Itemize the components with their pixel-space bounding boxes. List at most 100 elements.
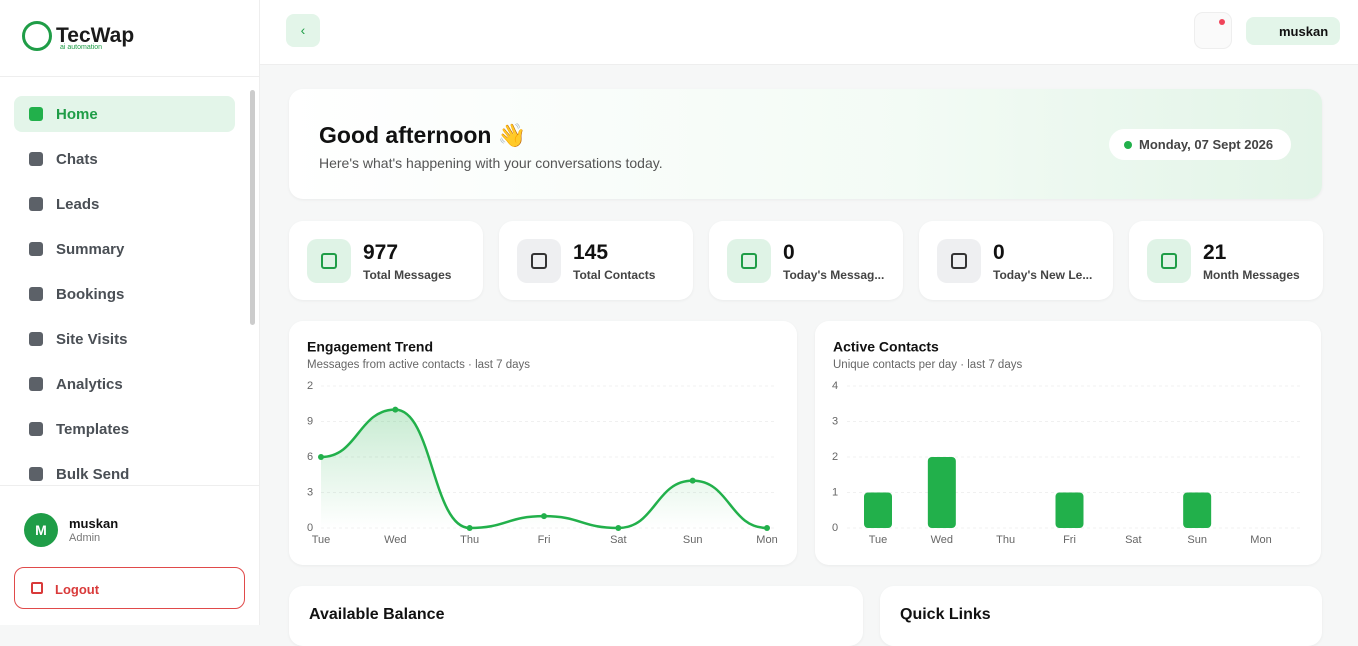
nav-item[interactable]: Summary [14, 231, 235, 267]
avatar: M [24, 513, 58, 547]
x-tick-label: Fri [538, 534, 551, 546]
divider [0, 485, 260, 486]
user-role: Admin [69, 532, 101, 544]
area [321, 409, 767, 528]
logout-button[interactable]: Logout [14, 567, 245, 609]
card-title: Available Balance [309, 606, 445, 623]
user-menu[interactable]: muskan [1246, 17, 1340, 45]
x-tick-label: Thu [460, 534, 479, 546]
y-tick-label: 0 [307, 522, 313, 534]
stat-value: 21 [1203, 241, 1227, 264]
x-tick-label: Tue [869, 534, 888, 546]
date-pill: Monday, 07 Sept 2026 [1109, 129, 1291, 160]
stat-label: Total Messages [363, 268, 452, 282]
x-tick-label: Sun [1187, 534, 1207, 546]
chart-title: Engagement Trend [307, 339, 433, 355]
notification-button[interactable] [1194, 12, 1232, 49]
scrollbar [250, 90, 255, 325]
x-tick-label: Sun [683, 534, 703, 546]
greeting-banner: Good afternoon 👋 Here's what's happening… [289, 89, 1322, 199]
nav-item[interactable]: Chats [14, 141, 235, 177]
chart-card: Engagement Trend Messages from active con… [289, 321, 797, 565]
chart-subtitle: Messages from active contacts · last 7 d… [307, 359, 530, 371]
chart-title: Active Contacts [833, 339, 939, 355]
y-tick-label: 6 [307, 451, 313, 463]
bar [1183, 492, 1212, 528]
stat-card: 21 Month Messages [1129, 221, 1323, 300]
nav-label: Site Visits [56, 330, 128, 348]
nav-label: Bookings [56, 285, 125, 303]
nav-item[interactable]: Templates [14, 411, 235, 447]
nav-item[interactable]: Bulk Send [14, 456, 235, 492]
divider [0, 76, 260, 77]
user-name: muskan [69, 516, 119, 531]
stat-card: 977 Total Messages [289, 221, 483, 300]
stat-card: 0 Today's Messag... [709, 221, 903, 300]
nav-label: Chats [56, 150, 98, 168]
y-tick-label: 3 [832, 415, 838, 427]
x-tick-label: Sat [1125, 534, 1142, 546]
y-tick-label: 0 [832, 522, 838, 534]
collapse-button[interactable]: ‹ [286, 14, 320, 47]
nav-label: Bulk Send [56, 465, 130, 483]
stat-value: 145 [573, 241, 609, 264]
x-tick-label: Wed [384, 534, 406, 546]
y-tick-label: 9 [307, 415, 313, 427]
bar [1055, 492, 1084, 528]
page: TecWap ai automation Home Chats Leads Summa… [0, 0, 1358, 625]
point [541, 513, 547, 520]
y-tick-label: 3 [307, 486, 313, 498]
brand-tagline: ai automation [60, 44, 103, 51]
nav-item[interactable]: Analytics [14, 366, 235, 402]
nav-label: Leads [56, 195, 100, 213]
x-tick-label: Mon [756, 534, 777, 546]
nav-item[interactable]: Site Visits [14, 321, 235, 357]
x-tick-label: Fri [1063, 534, 1076, 546]
stat-icon [1147, 239, 1191, 283]
point [392, 406, 399, 413]
balance-card: Available Balance [289, 586, 863, 646]
nav-label: Templates [56, 420, 130, 438]
chart-card: Active Contacts Unique contacts per day ·… [815, 321, 1321, 565]
stat-value: 977 [363, 241, 399, 264]
bar [864, 492, 892, 528]
stat-label: Month Messages [1203, 268, 1300, 282]
y-tick-label: 2 [832, 451, 838, 463]
greeting-subtitle: Here's what's happening with your conver… [319, 155, 663, 171]
x-tick-label: Thu [996, 534, 1015, 546]
stat-label: Today's New Le... [993, 268, 1093, 282]
stat-card: 145 Total Contacts [499, 221, 693, 300]
y-tick-label: 4 [832, 380, 838, 392]
date-text: Monday, 07 Sept 2026 [1139, 137, 1274, 152]
x-tick-label: Sat [610, 534, 627, 546]
x-tick-label: Tue [312, 534, 331, 546]
greeting-title: Good afternoon 👋 [319, 122, 527, 148]
x-tick-label: Wed [931, 534, 953, 546]
bar [927, 457, 956, 528]
y-tick-label: 2 [307, 380, 313, 392]
chart-subtitle: Unique contacts per day · last 7 days [833, 359, 1022, 371]
x-tick-label: Mon [1250, 534, 1271, 546]
topbar: ‹ muskan [260, 0, 1358, 65]
stat-card: 0 Today's New Le... [919, 221, 1113, 300]
point [689, 477, 696, 484]
stat-label: Total Contacts [573, 268, 656, 282]
nav-item[interactable]: Home [14, 96, 235, 132]
stat-value: 0 [993, 241, 1005, 264]
y-tick-label: 1 [832, 486, 838, 498]
sidebar: TecWap ai automation Home Chats Leads Summa… [0, 0, 260, 625]
nav-label: Home [56, 105, 98, 123]
logout-label: Logout [55, 582, 100, 597]
quick-links-card: Quick Links [880, 586, 1322, 646]
point [466, 525, 473, 531]
stat-icon [727, 239, 771, 283]
nav-label: Analytics [56, 375, 123, 393]
nav-item[interactable]: Leads [14, 186, 235, 222]
point [615, 525, 622, 531]
nav-item[interactable]: Bookings [14, 276, 235, 312]
logo-icon [22, 21, 52, 51]
card-title: Quick Links [900, 606, 991, 623]
stat-icon [937, 239, 981, 283]
stat-icon [517, 239, 561, 283]
stat-value: 0 [783, 241, 795, 264]
